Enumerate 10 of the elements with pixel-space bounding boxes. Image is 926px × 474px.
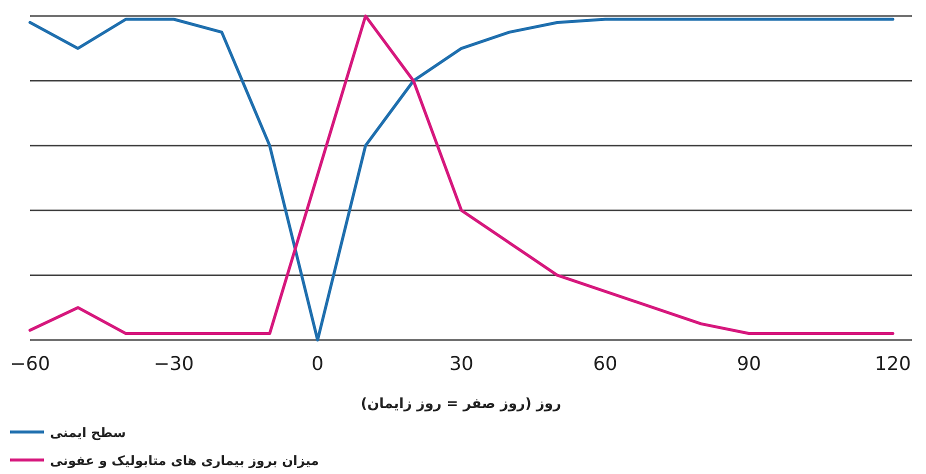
x-tick-label: 120 [874,353,911,375]
x-tick-label: 0 [312,353,324,375]
legend-label: سطح ایمنی [50,426,126,441]
legend-label: میزان بروز بیماری های متابولیک و عفونی [50,454,319,469]
x-tick-label: 90 [736,353,762,375]
x-tick-label: 30 [449,353,474,375]
x-axis-title: روز (روز صفر = روز زایمان) [360,396,562,412]
x-tick-label: −60 [10,353,50,375]
x-tick-label: −30 [154,353,194,375]
x-tick-label: 60 [593,353,618,375]
